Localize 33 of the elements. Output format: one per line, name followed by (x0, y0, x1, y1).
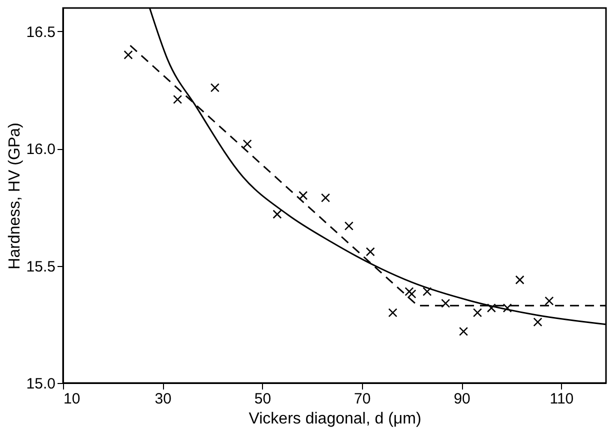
y-tick-label: 16.5 (26, 24, 56, 41)
point (298, 190, 308, 200)
point (515, 275, 524, 284)
point (272, 210, 282, 219)
point (124, 50, 133, 60)
x-tick-label: 70 (354, 390, 371, 408)
y-tick-label: 15.5 (26, 258, 56, 276)
point (441, 298, 450, 308)
point (321, 193, 330, 202)
point (459, 326, 468, 336)
point (472, 308, 482, 318)
point (366, 247, 375, 256)
x-tick-label: 30 (154, 390, 172, 408)
x-tick-label: 10 (64, 390, 80, 408)
x-tick-label: 90 (454, 390, 470, 408)
point (242, 139, 252, 148)
point (210, 83, 220, 92)
point (502, 303, 512, 313)
x-tick-label: 50 (254, 390, 272, 408)
y-axis-title: Hardness, HV (GPa) (6, 122, 24, 270)
point (422, 287, 432, 296)
x-axis-title: Vickers diagonal, d (μm) (248, 410, 422, 428)
point (533, 318, 542, 327)
point (388, 308, 398, 318)
point (404, 287, 414, 296)
point (344, 221, 354, 230)
point (486, 303, 496, 313)
y-tick-label: 16.0 (26, 141, 56, 158)
point (173, 94, 182, 104)
y-tick-label: 15.0 (26, 376, 56, 392)
point (544, 296, 554, 306)
x-tick-label: 110 (550, 390, 574, 408)
point (407, 289, 416, 298)
